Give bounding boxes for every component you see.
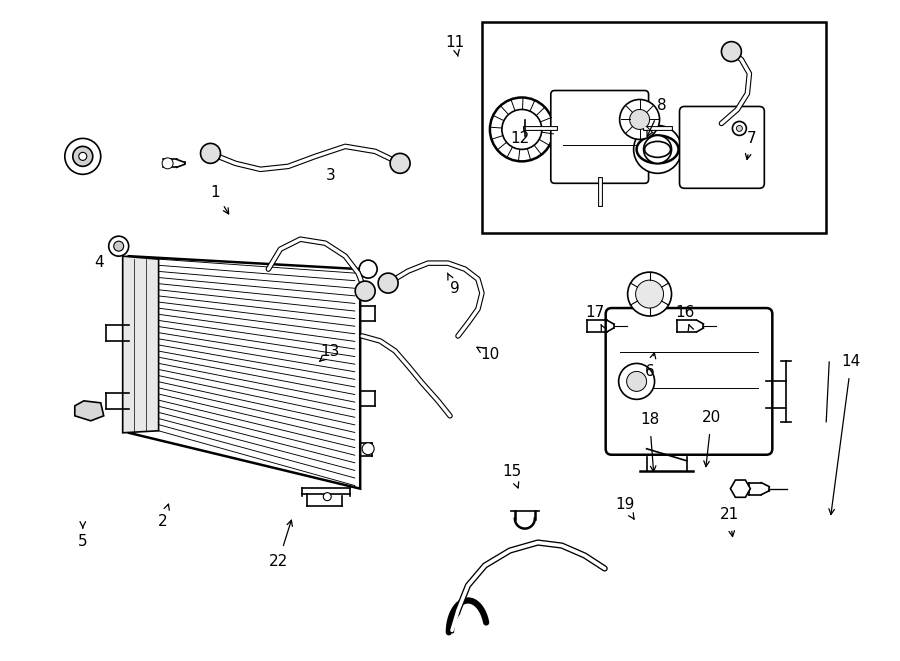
Polygon shape — [75, 401, 104, 421]
Circle shape — [502, 110, 542, 149]
Text: 2: 2 — [158, 514, 167, 529]
Circle shape — [65, 138, 101, 175]
Text: 11: 11 — [446, 35, 464, 50]
Circle shape — [736, 126, 742, 132]
Text: 15: 15 — [502, 464, 521, 479]
Text: 22: 22 — [269, 554, 288, 569]
Ellipse shape — [636, 136, 679, 163]
Circle shape — [390, 153, 410, 173]
Circle shape — [162, 158, 173, 169]
Circle shape — [490, 97, 554, 161]
Text: 1: 1 — [211, 185, 220, 200]
Circle shape — [619, 100, 660, 139]
Circle shape — [722, 42, 742, 61]
Circle shape — [634, 126, 681, 173]
Text: 20: 20 — [702, 410, 721, 425]
Text: 21: 21 — [720, 507, 739, 522]
Text: 14: 14 — [842, 354, 860, 369]
Bar — [482, 22, 826, 233]
Text: 19: 19 — [615, 497, 634, 512]
FancyBboxPatch shape — [551, 91, 649, 183]
Circle shape — [362, 443, 374, 455]
Ellipse shape — [644, 141, 670, 157]
Circle shape — [113, 241, 123, 251]
Circle shape — [618, 364, 654, 399]
Text: 5: 5 — [78, 534, 87, 549]
Text: 4: 4 — [94, 254, 104, 270]
Polygon shape — [122, 256, 158, 433]
Circle shape — [627, 272, 671, 316]
Text: 7: 7 — [747, 131, 756, 146]
Circle shape — [733, 122, 746, 136]
Circle shape — [79, 153, 86, 161]
FancyBboxPatch shape — [680, 106, 764, 188]
Text: 18: 18 — [640, 412, 659, 427]
Circle shape — [109, 236, 129, 256]
Text: 17: 17 — [585, 305, 604, 319]
Text: 9: 9 — [450, 280, 460, 295]
Text: 13: 13 — [320, 344, 340, 360]
Circle shape — [378, 273, 398, 293]
Circle shape — [323, 492, 331, 500]
FancyBboxPatch shape — [606, 308, 772, 455]
Circle shape — [630, 110, 650, 130]
Circle shape — [73, 146, 93, 167]
Circle shape — [201, 143, 220, 163]
Text: 8: 8 — [657, 98, 666, 113]
Circle shape — [635, 280, 663, 308]
Text: 10: 10 — [481, 348, 500, 362]
Circle shape — [359, 260, 377, 278]
Text: 3: 3 — [326, 168, 335, 183]
Text: 16: 16 — [675, 305, 694, 319]
Circle shape — [356, 281, 375, 301]
Text: 6: 6 — [644, 364, 654, 379]
Circle shape — [626, 371, 646, 391]
Text: 12: 12 — [510, 131, 529, 146]
Circle shape — [644, 136, 671, 163]
